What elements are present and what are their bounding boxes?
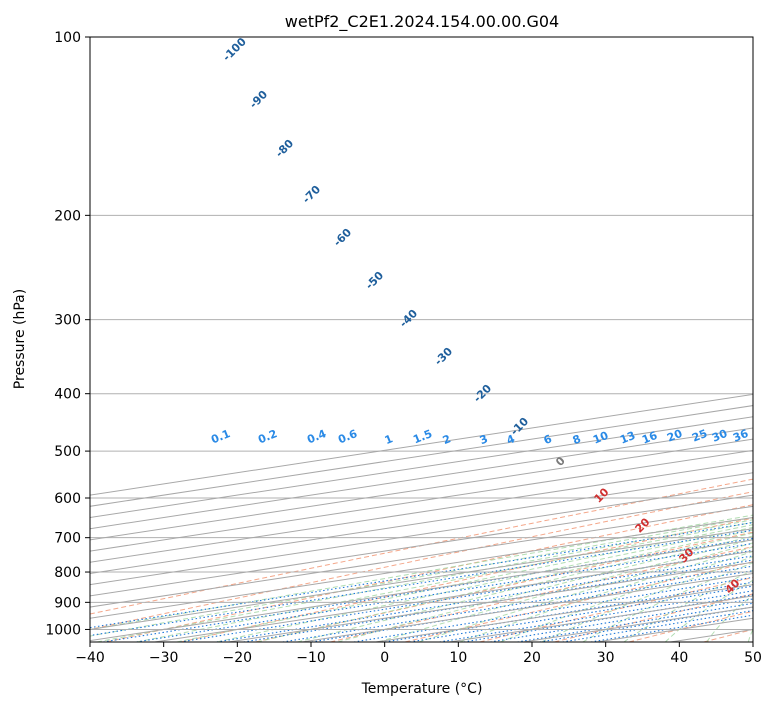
- dry-adiabat-label: -100: [220, 35, 249, 64]
- mixing-ratio-label: 20: [665, 427, 684, 445]
- mixing-ratio-line: [136, 542, 753, 642]
- isotherm-line: [90, 483, 753, 586]
- dry-adiabat-label: -50: [363, 269, 386, 292]
- x-axis: −40 −30 −20 −10 0 10 20 30 40 50: [75, 642, 762, 666]
- mixing-ratio-label: 0.6: [336, 427, 359, 446]
- x-axis-label: Temperature (°C): [361, 681, 483, 697]
- mixing-ratio-label: 0.2: [256, 427, 279, 446]
- mixing-ratio-label: 13: [618, 429, 637, 447]
- y-tick-label: 1000: [45, 622, 81, 638]
- y-tick-label: 600: [54, 491, 81, 507]
- isotherm-line: [375, 584, 753, 642]
- x-tick-label: −10: [296, 650, 326, 666]
- moist-adiabat-line: [706, 594, 753, 642]
- moist-adiabat-line: [297, 532, 753, 642]
- isotherm-line: [90, 528, 753, 630]
- mixing-ratio-label: 2: [441, 432, 453, 447]
- x-tick-label: 10: [449, 650, 467, 666]
- mixing-ratio-label: 1: [383, 432, 395, 447]
- mixing-ratio-label: 0.4: [305, 427, 328, 446]
- isotherm-line: [90, 449, 753, 552]
- y-tick-label: 300: [54, 313, 81, 329]
- y-axis-label: Pressure (hPa): [12, 289, 28, 389]
- mixing-ratio-line: [90, 522, 753, 629]
- annotation-labels: -100-90-80-70-60-50-40-30-20-100.1 0.2 0.4…: [209, 35, 750, 597]
- moist-adiabat-line: [256, 529, 753, 642]
- dry-adiabat-line: [255, 531, 753, 642]
- mixing-ratio-label: 3: [478, 432, 490, 447]
- mixing-ratio-line: [517, 602, 753, 642]
- y-tick-label: 200: [54, 208, 81, 224]
- dry-adiabat-label: -90: [247, 88, 270, 111]
- dry-adiabat-label: -30: [432, 345, 455, 368]
- mixing-ratio-line: [590, 614, 753, 642]
- mixing-ratio-label: 10: [591, 429, 610, 447]
- plot-frame: [89, 36, 754, 643]
- mixing-ratio-label: 0.1: [209, 427, 232, 446]
- mixing-ratio-line: [180, 549, 753, 642]
- moist-adiabat-line: [623, 569, 753, 642]
- moist-adiabat-label: 10: [592, 485, 612, 505]
- y-tick-label: 400: [54, 387, 81, 403]
- y-tick-label: 900: [54, 595, 81, 611]
- isotherm-line: [90, 505, 753, 608]
- chart-title: wetPf2_C2E1.2024.154.00.00.G04: [285, 12, 559, 32]
- grid-lines: [90, 37, 753, 642]
- mixing-ratio-label: 36: [731, 427, 750, 445]
- isotherm-line: [449, 595, 753, 642]
- x-tick-label: 30: [597, 650, 615, 666]
- y-tick-label: 500: [54, 444, 81, 460]
- background-lines: [90, 478, 753, 642]
- moist-adiabat-line: [337, 535, 753, 642]
- mixing-ratio-line: [562, 610, 753, 642]
- dry-adiabat-label: -80: [273, 137, 296, 160]
- x-tick-label: 0: [380, 650, 389, 666]
- dry-adiabat-label: -60: [331, 226, 354, 249]
- mixing-ratio-label: 25: [690, 427, 709, 445]
- x-tick-label: −30: [149, 650, 179, 666]
- dry-adiabat-label: -70: [300, 183, 323, 206]
- x-tick-label: 20: [523, 650, 541, 666]
- moist-adiabat-line: [541, 556, 753, 642]
- isotherm-line: [90, 494, 753, 597]
- y-tick-label: 100: [54, 30, 81, 46]
- isotherm-line: [90, 472, 753, 574]
- moist-adiabat-line: [459, 546, 753, 642]
- dry-adiabat-label: -40: [397, 307, 420, 330]
- x-tick-label: −40: [75, 650, 105, 666]
- x-tick-label: 40: [670, 650, 688, 666]
- y-axis: 100 200 300 400 500 600 700 800 900 1000: [45, 30, 90, 638]
- mixing-ratio-label: 30: [710, 427, 729, 445]
- moist-adiabat-line: [176, 524, 753, 642]
- mixing-ratio-line: [103, 537, 753, 642]
- x-tick-label: −20: [223, 650, 253, 666]
- dry-adiabat-line: [330, 546, 753, 642]
- mixing-ratio-line: [216, 555, 753, 642]
- dry-adiabat-line: [90, 478, 753, 615]
- dry-adiabat-line: [703, 628, 753, 642]
- y-tick-label: 700: [54, 531, 81, 547]
- isotherm-line: [301, 572, 753, 642]
- isotherm-line: [90, 539, 753, 642]
- moist-adiabat-line: [96, 519, 753, 642]
- dry-adiabat-line: [404, 561, 753, 642]
- dry-adiabat-line: [90, 491, 753, 630]
- dry-adiabat-label: -20: [471, 382, 494, 405]
- mixing-ratio-label: 8: [571, 432, 583, 447]
- dry-adiabat-line: [180, 517, 753, 642]
- mixing-ratio-label: 6: [542, 432, 554, 447]
- x-tick-label: 50: [744, 650, 762, 666]
- mixing-ratio-label: 16: [640, 429, 659, 447]
- moist-adiabat-line: [136, 521, 753, 642]
- isotherm-line: [90, 516, 753, 619]
- isotherm-line: [90, 461, 753, 563]
- mixing-ratio-line: [539, 606, 753, 642]
- mixing-ratio-line: [282, 565, 753, 642]
- moist-adiabat-line: [378, 538, 753, 642]
- mixing-ratio-line: [243, 559, 753, 642]
- y-tick-label: 800: [54, 565, 81, 581]
